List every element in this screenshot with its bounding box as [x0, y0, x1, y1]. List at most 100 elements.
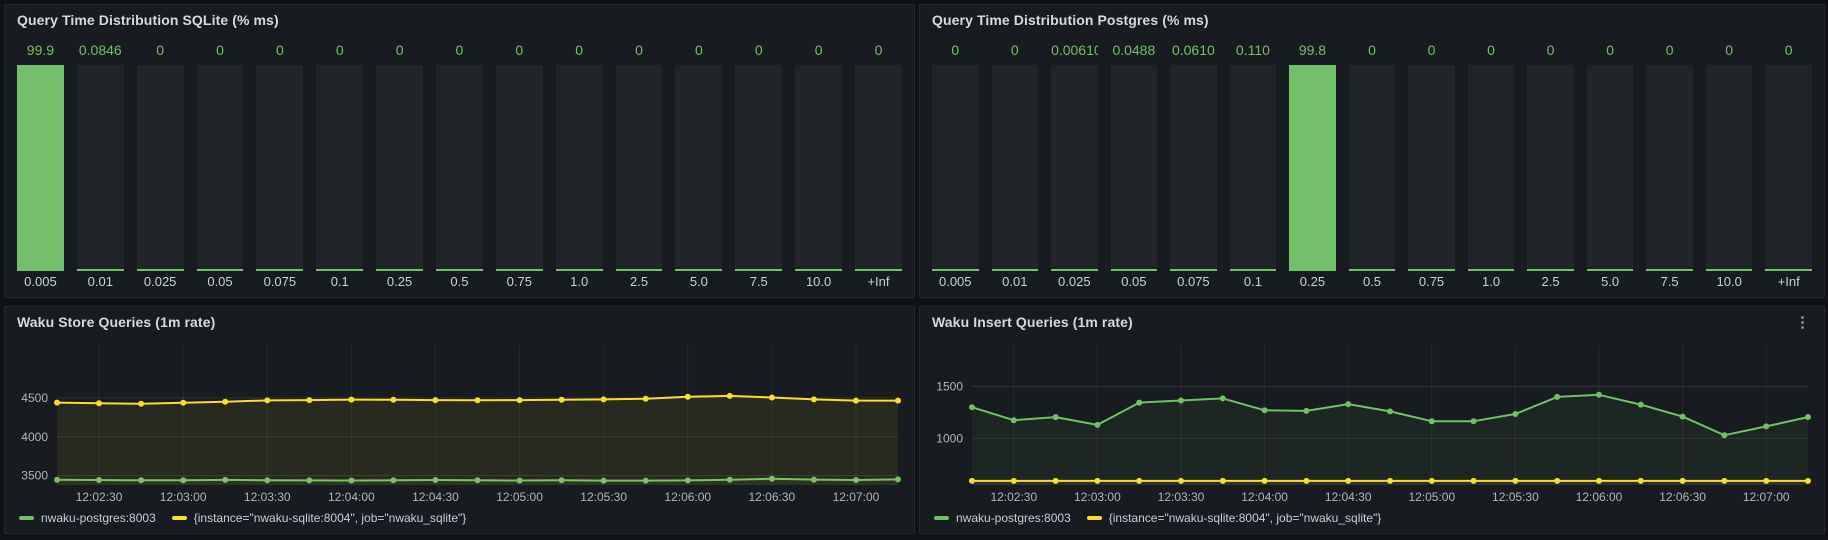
bucket-column: 0.0846 0.01 — [76, 37, 124, 291]
data-point — [96, 400, 102, 407]
data-point — [96, 477, 102, 483]
data-point — [1679, 477, 1686, 484]
data-point — [726, 392, 733, 399]
data-point — [390, 396, 397, 403]
bucket-bar-fill — [675, 269, 723, 271]
data-point — [1094, 477, 1101, 484]
time-series-plot[interactable]: 1000 1500 12:02:30 12:03:00 12:03:30 12:04:00… — [928, 337, 1816, 507]
data-point — [264, 397, 271, 404]
panel-waku-insert-queries: Waku Insert Queries (1m rate) ⋮ 1000 1500… — [919, 306, 1825, 534]
bucket-bar-fill — [76, 269, 124, 271]
panel-title[interactable]: Waku Insert Queries (1m rate) — [932, 314, 1133, 330]
bucket-bar-fill — [1765, 269, 1812, 271]
legend-item[interactable]: nwaku-postgres:8003 — [934, 511, 1071, 525]
bucket-tick-label: 10.0 — [1716, 274, 1742, 289]
bucket-column: 0 1.0 — [1467, 37, 1515, 291]
data-point — [895, 476, 901, 483]
bucket-column: 0 0.5 — [1348, 37, 1396, 291]
legend-item[interactable]: nwaku-postgres:8003 — [19, 511, 156, 525]
legend-item[interactable]: {instance="nwaku-sqlite:8004", job="nwak… — [171, 511, 467, 525]
data-point — [684, 477, 691, 484]
panel-query-time-sqlite: Query Time Distribution SQLite (% ms) 99… — [4, 4, 915, 298]
legend-series-swatch — [934, 516, 949, 520]
data-point — [1094, 421, 1101, 428]
time-series-plot[interactable]: 3500 4000 4500 12:02:30 12:03:00 12:03:30 12:0… — [13, 337, 906, 507]
bucket-bar-track — [316, 65, 364, 271]
bucket-tick-label: 0.005 — [24, 274, 57, 289]
panel-title[interactable]: Query Time Distribution SQLite (% ms) — [17, 12, 279, 28]
bucket-column: 0 2.5 — [1527, 37, 1574, 291]
bucket-tick-label: 0.1 — [1243, 274, 1262, 289]
panel-header[interactable]: Query Time Distribution Postgres (% ms) — [920, 5, 1824, 35]
legend-series-label[interactable]: {instance="nwaku-sqlite:8004", job="nwak… — [193, 511, 467, 525]
bucket-bar-fill — [795, 269, 843, 271]
bucket-bar-track — [1110, 65, 1158, 271]
data-point — [1219, 477, 1226, 484]
data-point — [1721, 477, 1728, 484]
data-point — [1596, 391, 1602, 398]
bucket-value-label: 0.0488 — [1112, 42, 1156, 58]
x-tick-label: 12:06:30 — [1659, 490, 1706, 504]
bucket-value-label: 0.00610 — [1051, 42, 1098, 58]
kebab-menu-icon[interactable]: ⋮ — [1795, 313, 1810, 331]
bucket-bar-fill — [1586, 269, 1634, 271]
data-point — [138, 400, 145, 407]
bucket-value-label: 0 — [1546, 42, 1555, 58]
panel-header[interactable]: Waku Insert Queries (1m rate) ⋮ — [920, 307, 1824, 337]
x-tick-label: 12:04:00 — [1241, 490, 1288, 504]
data-point — [1178, 477, 1184, 484]
bucket-tick-label: 0.25 — [1299, 274, 1326, 289]
panel-header[interactable]: Waku Store Queries (1m rate) — [5, 307, 914, 337]
bucket-column: 0 10.0 — [1705, 37, 1753, 291]
x-tick-label: 12:05:00 — [496, 490, 543, 504]
data-point — [1805, 477, 1811, 484]
bucket-bar-track — [17, 65, 64, 271]
bucket-column: 0 7.5 — [735, 37, 783, 291]
legend-series-label[interactable]: nwaku-postgres:8003 — [956, 511, 1071, 525]
bucket-tick-label: 7.5 — [749, 274, 768, 289]
data-point — [1470, 418, 1477, 425]
bucket-column: 0 0.25 — [376, 37, 424, 291]
bucket-bar-track — [1705, 65, 1753, 271]
bucket-bar-track — [376, 65, 424, 271]
bucket-bar-fill — [196, 269, 244, 271]
panel-header[interactable]: Query Time Distribution SQLite (% ms) — [5, 5, 914, 35]
data-point — [810, 476, 817, 483]
data-point — [642, 477, 649, 484]
bucket-bar-track — [991, 65, 1039, 271]
bucket-bar-fill — [1170, 269, 1217, 271]
legend-series-label[interactable]: {instance="nwaku-sqlite:8004", job="nwak… — [1108, 511, 1382, 525]
panel-title[interactable]: Query Time Distribution Postgres (% ms) — [932, 12, 1209, 28]
bucket-value-label: 0 — [814, 42, 823, 58]
legend-item[interactable]: {instance="nwaku-sqlite:8004", job="nwak… — [1086, 511, 1382, 525]
bucket-bar-track — [76, 65, 124, 271]
panel-body: 1000 1500 12:02:30 12:03:00 12:03:30 12:04:00… — [920, 337, 1824, 533]
bucket-value-label: 0 — [1487, 42, 1495, 58]
data-point — [1637, 401, 1644, 408]
legend-series-swatch — [171, 516, 187, 520]
x-tick-label: 12:07:00 — [1743, 490, 1790, 504]
data-point — [1763, 423, 1770, 430]
bucket-bar-track — [1051, 65, 1098, 271]
data-point — [390, 477, 397, 484]
bucket-bar-fill — [376, 269, 424, 271]
x-tick-label: 12:07:00 — [833, 490, 880, 504]
data-point — [1261, 407, 1268, 414]
bucket-value-label: 0 — [395, 42, 404, 58]
data-point — [264, 477, 271, 484]
legend-series-label[interactable]: nwaku-postgres:8003 — [41, 511, 156, 525]
data-point — [1470, 477, 1477, 484]
bucket-column: 0.0610 0.075 — [1170, 37, 1217, 291]
panel-title[interactable]: Waku Store Queries (1m rate) — [17, 314, 216, 330]
data-point — [1136, 399, 1143, 406]
bucket-value-label: 0 — [1725, 42, 1734, 58]
bucket-column: 99.8 0.25 — [1289, 37, 1336, 291]
data-point — [1387, 408, 1393, 415]
data-point — [1554, 393, 1561, 400]
bucket-bar-track — [1646, 65, 1693, 271]
bucket-tick-label: 1.0 — [570, 274, 589, 289]
bucket-value-label: 0 — [335, 42, 344, 58]
chart-area-store-queries: 3500 4000 4500 12:02:30 12:03:00 12:03:30 12:0… — [13, 337, 906, 507]
bucket-tick-label: 5.0 — [689, 274, 708, 289]
bucket-bar-track — [855, 65, 902, 271]
